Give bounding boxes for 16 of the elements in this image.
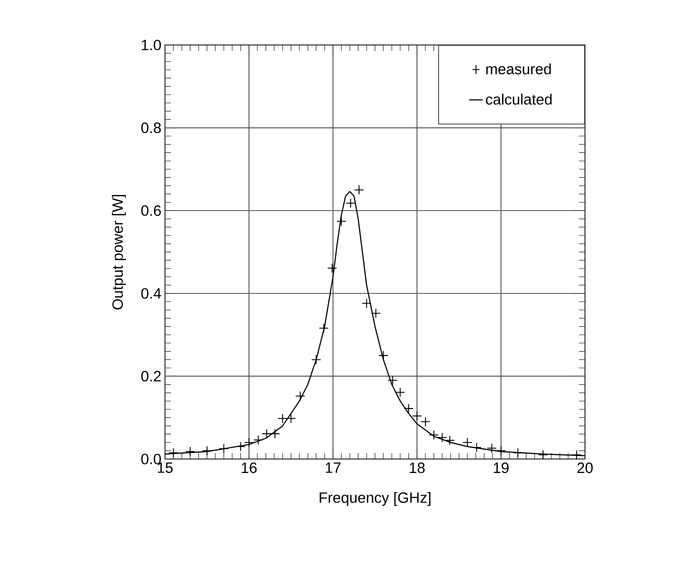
y-tick-label: 0.0 xyxy=(141,454,161,464)
y-axis-title: Output power [W] xyxy=(112,194,126,310)
legend-label: measured xyxy=(486,63,551,74)
x-tick-label: 20 xyxy=(577,462,593,474)
y-tick-label: 1.0 xyxy=(142,40,161,50)
y-tick-label: 0.6 xyxy=(141,205,161,216)
x-tick-label: 17 xyxy=(326,462,341,473)
y-tick-label: 0.4 xyxy=(141,288,162,299)
x-tick-label: 15 xyxy=(158,462,173,473)
x-tick-label: 19 xyxy=(494,462,509,474)
y-tick-label: 0.2 xyxy=(141,370,161,382)
y-tick-label: 0.8 xyxy=(141,122,161,134)
x-tick-label: 18 xyxy=(410,462,425,474)
x-tick-label: 16 xyxy=(242,462,257,474)
legend-label: calculated xyxy=(486,94,552,105)
x-axis-title: Frequency [GHz] xyxy=(320,492,430,506)
